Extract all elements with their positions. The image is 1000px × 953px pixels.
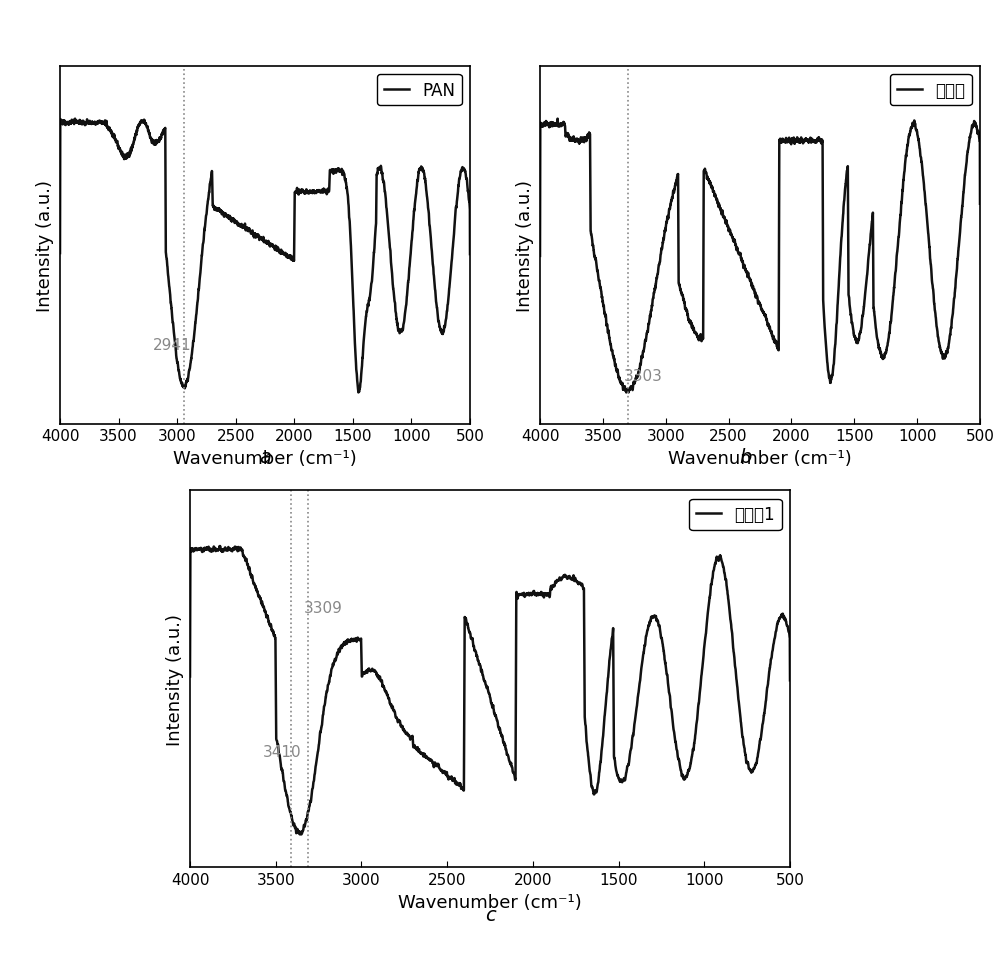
X-axis label: Wavenumber (cm⁻¹): Wavenumber (cm⁻¹)	[398, 893, 582, 911]
Text: 3309: 3309	[304, 600, 343, 616]
Text: 3303: 3303	[624, 369, 663, 384]
Text: b: b	[739, 447, 751, 466]
X-axis label: Wavenumber (cm⁻¹): Wavenumber (cm⁻¹)	[173, 450, 357, 468]
Legend: PAN: PAN	[377, 75, 462, 107]
Y-axis label: Intensity (a.u.): Intensity (a.u.)	[36, 179, 54, 312]
Text: 2941: 2941	[152, 337, 191, 353]
Text: 3410: 3410	[263, 744, 301, 760]
Y-axis label: Intensity (a.u.): Intensity (a.u.)	[516, 179, 534, 312]
Text: c: c	[485, 904, 495, 923]
X-axis label: Wavenumber (cm⁻¹): Wavenumber (cm⁻¹)	[668, 450, 852, 468]
Legend: 实施例1: 实施例1	[689, 499, 782, 531]
Y-axis label: Intensity (a.u.): Intensity (a.u.)	[166, 613, 184, 745]
Text: a: a	[259, 447, 271, 466]
Legend: 乙烯脲: 乙烯脲	[890, 75, 972, 107]
